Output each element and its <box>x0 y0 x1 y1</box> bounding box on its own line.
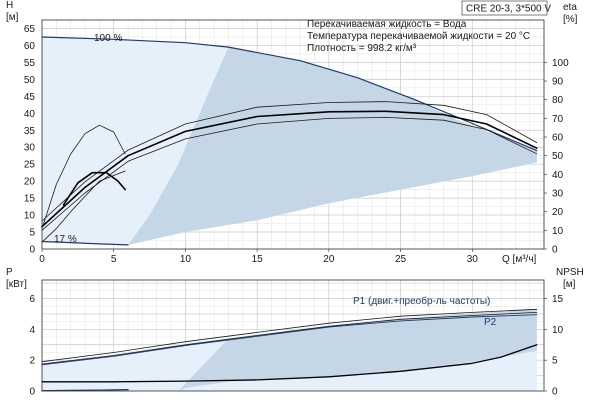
top-left-axis-dim: [м] <box>6 12 19 23</box>
top-series-small-mid <box>62 171 126 206</box>
info-line-1: Перекачиваемая жидкость = Вода <box>307 19 467 30</box>
top-left-tick-label: 40 <box>24 109 36 120</box>
top-right-tick-label: 60 <box>552 133 564 144</box>
top-left-axis-unit: H <box>6 0 13 11</box>
bottom-series-P2 <box>41 314 538 366</box>
top-right-tick-label: 100 <box>552 58 569 69</box>
bottom-left-tick-label: 2 <box>29 356 35 367</box>
x-tick-label: 30 <box>467 254 479 265</box>
top-left-tick-label: 60 <box>24 41 36 52</box>
top-series-efficiency-lower <box>41 117 538 231</box>
top-right-axis-unit: eta <box>563 2 577 13</box>
bottom-plot-frame <box>41 279 545 392</box>
top-shaded-wedge <box>128 47 537 245</box>
top-right-tick-label: 70 <box>552 114 564 125</box>
top-left-tick-label: 50 <box>24 75 36 86</box>
top-right-tick-label: 40 <box>552 170 564 181</box>
bottom-series-NPSH <box>41 344 538 383</box>
top-right-tick-label: 50 <box>552 151 564 162</box>
bottom-series-power-17 <box>41 389 129 392</box>
top-left-tick-label: 5 <box>29 228 35 239</box>
top-series-head-17 <box>41 240 129 246</box>
bottom-left-axis-unit: P <box>6 267 13 278</box>
top-regions <box>42 37 537 245</box>
top-series-head-100 <box>41 36 538 152</box>
top-right-tick-label: 30 <box>552 189 564 200</box>
bottom-ticks: 0 2 4 6 0 5 10 15 <box>29 294 563 398</box>
x-axis-label: Q [м³/ч] <box>502 254 537 265</box>
x-tick-label: 10 <box>180 254 192 265</box>
top-right-tick-label: 10 <box>552 226 564 237</box>
bottom-regions <box>42 309 537 391</box>
top-right-tick-label: 80 <box>552 95 564 106</box>
annotation-100-percent: 100 % <box>94 33 122 44</box>
top-plot-frame <box>41 19 545 250</box>
top-right-axis-dim: [%] <box>563 14 578 25</box>
top-left-tick-label: 0 <box>29 245 35 256</box>
title-box <box>461 0 548 16</box>
bottom-left-tick-label: 4 <box>29 325 35 336</box>
top-series-small-upper <box>41 124 126 229</box>
top-right-tick-label: 90 <box>552 77 564 88</box>
top-left-tick-label: 35 <box>24 126 36 137</box>
top-ticks: 0 5 10 15 20 25 300510152025303540455055606501… <box>24 24 569 265</box>
bottom-left-tick-label: 6 <box>29 294 35 305</box>
top-left-tick-label: 10 <box>24 211 36 222</box>
top-series-efficiency-main <box>41 110 538 228</box>
x-tick-label: 25 <box>395 254 407 265</box>
top-left-tick-label: 25 <box>24 160 36 171</box>
top-chart: 0 5 10 15 20 25 300510152025303540455055606501… <box>6 0 578 265</box>
info-line-2: Температура перекачиваемой жидкости = 20… <box>307 31 530 42</box>
bottom-right-axis-unit: NPSH <box>556 267 584 278</box>
bottom-right-tick-label: 0 <box>552 387 558 398</box>
top-series-small-low <box>41 170 126 243</box>
x-tick-label: 15 <box>252 254 264 265</box>
bottom-right-tick-label: 15 <box>552 294 564 305</box>
chart-title: CRE 20-3, 3*500 V <box>466 4 551 15</box>
bottom-power-wedge <box>178 309 537 391</box>
bottom-right-axis-dim: [м] <box>563 279 576 290</box>
info-line-3: Плотность = 998.2 кг/м³ <box>307 43 417 54</box>
bottom-series-P1 <box>41 308 538 363</box>
top-left-tick-label: 55 <box>24 58 36 69</box>
top-series-efficiency-upper <box>41 101 538 222</box>
top-left-tick-label: 65 <box>24 24 36 35</box>
legend-p1: P1 (двиг.+преобр-ль частоты) <box>353 295 490 307</box>
bottom-right-tick-label: 10 <box>552 325 564 336</box>
bottom-right-tick-label: 5 <box>552 356 558 367</box>
bottom-left-axis-dim: [кВт] <box>6 279 27 290</box>
top-left-tick-label: 45 <box>24 92 36 103</box>
bottom-series <box>41 308 538 392</box>
top-left-tick-label: 30 <box>24 143 36 154</box>
legend-p2: P2 <box>484 317 497 328</box>
x-tick-label: 20 <box>323 254 335 265</box>
bottom-left-tick-label: 0 <box>29 387 35 398</box>
x-tick-label: 5 <box>111 254 117 265</box>
top-series <box>41 36 538 246</box>
top-left-tick-label: 20 <box>24 177 36 188</box>
top-right-tick-label: 20 <box>552 207 564 218</box>
bottom-series-P1-lower <box>41 312 538 365</box>
x-tick-label: 0 <box>39 254 45 265</box>
annotation-17-percent: 17 % <box>54 234 77 245</box>
top-right-tick-label: 0 <box>552 245 558 256</box>
bottom-chart: 0 2 4 6 0 5 10 15 P [кВт] NPSH [м] P1 (двиг.+пр… <box>6 267 584 398</box>
top-left-tick-label: 15 <box>24 194 36 205</box>
